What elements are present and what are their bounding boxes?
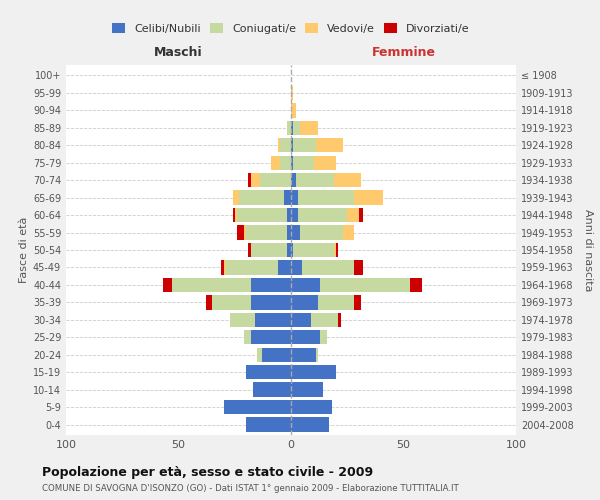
Bar: [237, 208, 287, 222]
Bar: [239, 190, 284, 205]
Bar: [300, 120, 318, 135]
Bar: [318, 295, 354, 310]
Bar: [291, 312, 311, 327]
Bar: [300, 226, 343, 239]
Bar: [284, 190, 291, 205]
Bar: [246, 365, 291, 380]
Bar: [291, 243, 293, 257]
Bar: [246, 226, 287, 239]
Bar: [291, 365, 336, 380]
Bar: [237, 226, 244, 239]
Bar: [293, 243, 334, 257]
Legend: Celibi/Nubili, Coniugati/e, Vedovi/e, Divorziati/e: Celibi/Nubili, Coniugati/e, Vedovi/e, Di…: [108, 19, 474, 38]
Bar: [347, 208, 359, 222]
Bar: [280, 138, 291, 152]
Bar: [334, 243, 336, 257]
Bar: [291, 226, 300, 239]
Bar: [314, 156, 336, 170]
Bar: [226, 260, 277, 274]
Bar: [244, 330, 251, 344]
Bar: [262, 348, 291, 362]
Bar: [410, 278, 421, 292]
Bar: [291, 208, 298, 222]
Bar: [359, 208, 363, 222]
Bar: [316, 348, 318, 362]
Bar: [291, 120, 293, 135]
Bar: [291, 330, 320, 344]
Bar: [302, 260, 354, 274]
Bar: [221, 260, 223, 274]
Bar: [280, 156, 291, 170]
Bar: [287, 226, 291, 239]
Bar: [291, 138, 293, 152]
Y-axis label: Anni di nascita: Anni di nascita: [583, 209, 593, 291]
Bar: [253, 382, 291, 397]
Bar: [251, 278, 291, 292]
Bar: [311, 312, 338, 327]
Bar: [248, 243, 251, 257]
Bar: [255, 312, 291, 327]
Bar: [291, 278, 320, 292]
Bar: [235, 208, 237, 222]
Bar: [277, 260, 291, 274]
Bar: [251, 173, 260, 188]
Bar: [251, 330, 291, 344]
Bar: [291, 382, 323, 397]
Bar: [223, 260, 226, 274]
Bar: [287, 243, 291, 257]
Bar: [293, 138, 316, 152]
Text: Maschi: Maschi: [154, 46, 203, 59]
Bar: [291, 86, 293, 100]
Bar: [296, 173, 334, 188]
Bar: [291, 400, 331, 414]
Bar: [320, 278, 410, 292]
Y-axis label: Fasce di età: Fasce di età: [19, 217, 29, 283]
Bar: [316, 138, 343, 152]
Bar: [244, 226, 246, 239]
Bar: [291, 103, 296, 118]
Bar: [233, 190, 239, 205]
Bar: [298, 208, 347, 222]
Bar: [271, 156, 280, 170]
Text: Femmine: Femmine: [371, 46, 436, 59]
Bar: [246, 418, 291, 432]
Bar: [343, 226, 354, 239]
Bar: [293, 120, 300, 135]
Bar: [212, 295, 251, 310]
Text: COMUNE DI SAVOGNA D'ISONZO (GO) - Dati ISTAT 1° gennaio 2009 - Elaborazione TUTT: COMUNE DI SAVOGNA D'ISONZO (GO) - Dati I…: [42, 484, 459, 493]
Bar: [260, 173, 291, 188]
Bar: [287, 208, 291, 222]
Bar: [291, 260, 302, 274]
Bar: [354, 260, 363, 274]
Bar: [291, 348, 316, 362]
Bar: [298, 190, 354, 205]
Bar: [291, 418, 329, 432]
Bar: [248, 173, 251, 188]
Bar: [354, 190, 383, 205]
Bar: [287, 120, 291, 135]
Bar: [291, 173, 296, 188]
Bar: [251, 243, 287, 257]
Text: Popolazione per età, sesso e stato civile - 2009: Popolazione per età, sesso e stato civil…: [42, 466, 373, 479]
Bar: [336, 243, 338, 257]
Bar: [172, 278, 251, 292]
Bar: [257, 348, 262, 362]
Bar: [338, 312, 341, 327]
Bar: [291, 156, 293, 170]
Bar: [163, 278, 172, 292]
Bar: [354, 295, 361, 310]
Bar: [291, 295, 318, 310]
Bar: [291, 190, 298, 205]
Bar: [223, 400, 291, 414]
Bar: [233, 208, 235, 222]
Bar: [320, 330, 327, 344]
Bar: [334, 173, 361, 188]
Bar: [277, 138, 280, 152]
Bar: [230, 312, 255, 327]
Bar: [205, 295, 212, 310]
Bar: [251, 295, 291, 310]
Bar: [293, 156, 314, 170]
